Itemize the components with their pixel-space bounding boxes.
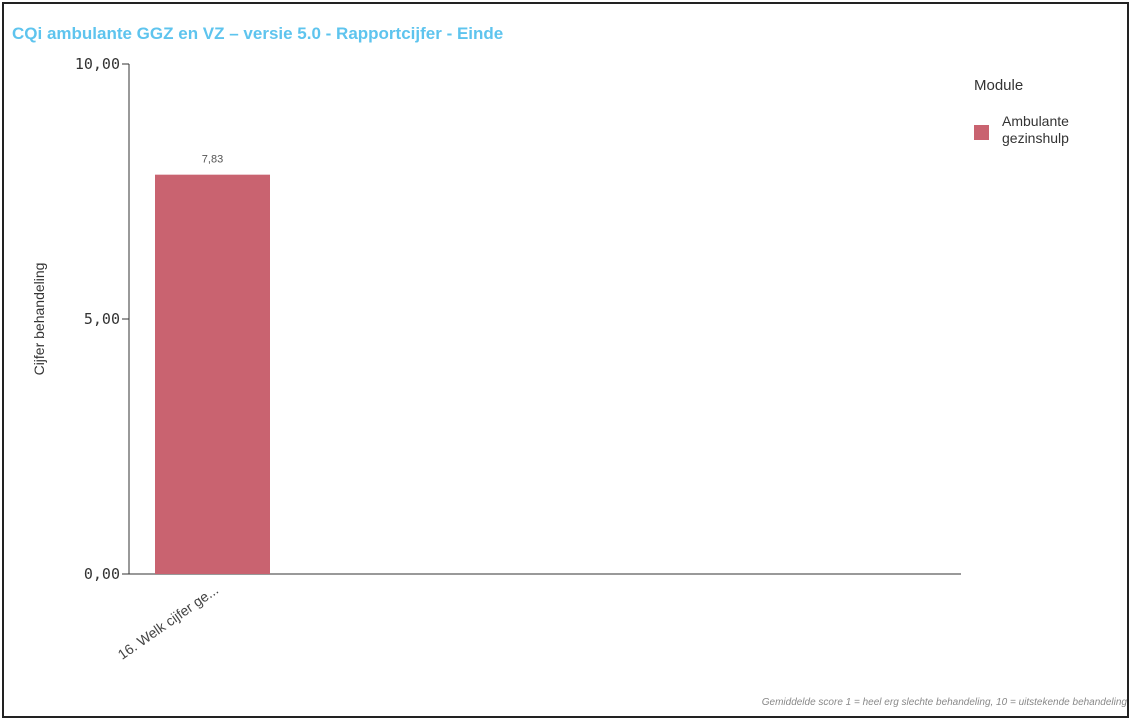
legend-label: Ambulante gezinshulp: [1002, 113, 1069, 146]
chart-title: CQi ambulante GGZ en VZ – versie 5.0 - R…: [12, 24, 504, 43]
legend-title: Module: [974, 77, 1024, 94]
legend-swatch: [974, 125, 989, 140]
x-tick-label: 16. Welk cijfer ge...: [115, 581, 221, 662]
legend-item[interactable]: Ambulante gezinshulp: [974, 113, 1102, 147]
bar-chart: 0,00 5,00 10,00 Cijfer behandeling 7,83 16. W…: [31, 55, 961, 663]
bar-value-label: 7,83: [202, 154, 223, 166]
bar[interactable]: [155, 174, 270, 575]
y-axis-label: Cijfer behandeling: [31, 263, 47, 376]
footnote: Gemiddelde score 1 = heel erg slechte be…: [761, 697, 1127, 708]
y-tick-label: 5,00: [84, 310, 120, 328]
y-tick-label: 0,00: [84, 565, 120, 583]
y-tick-label: 10,00: [75, 55, 120, 73]
